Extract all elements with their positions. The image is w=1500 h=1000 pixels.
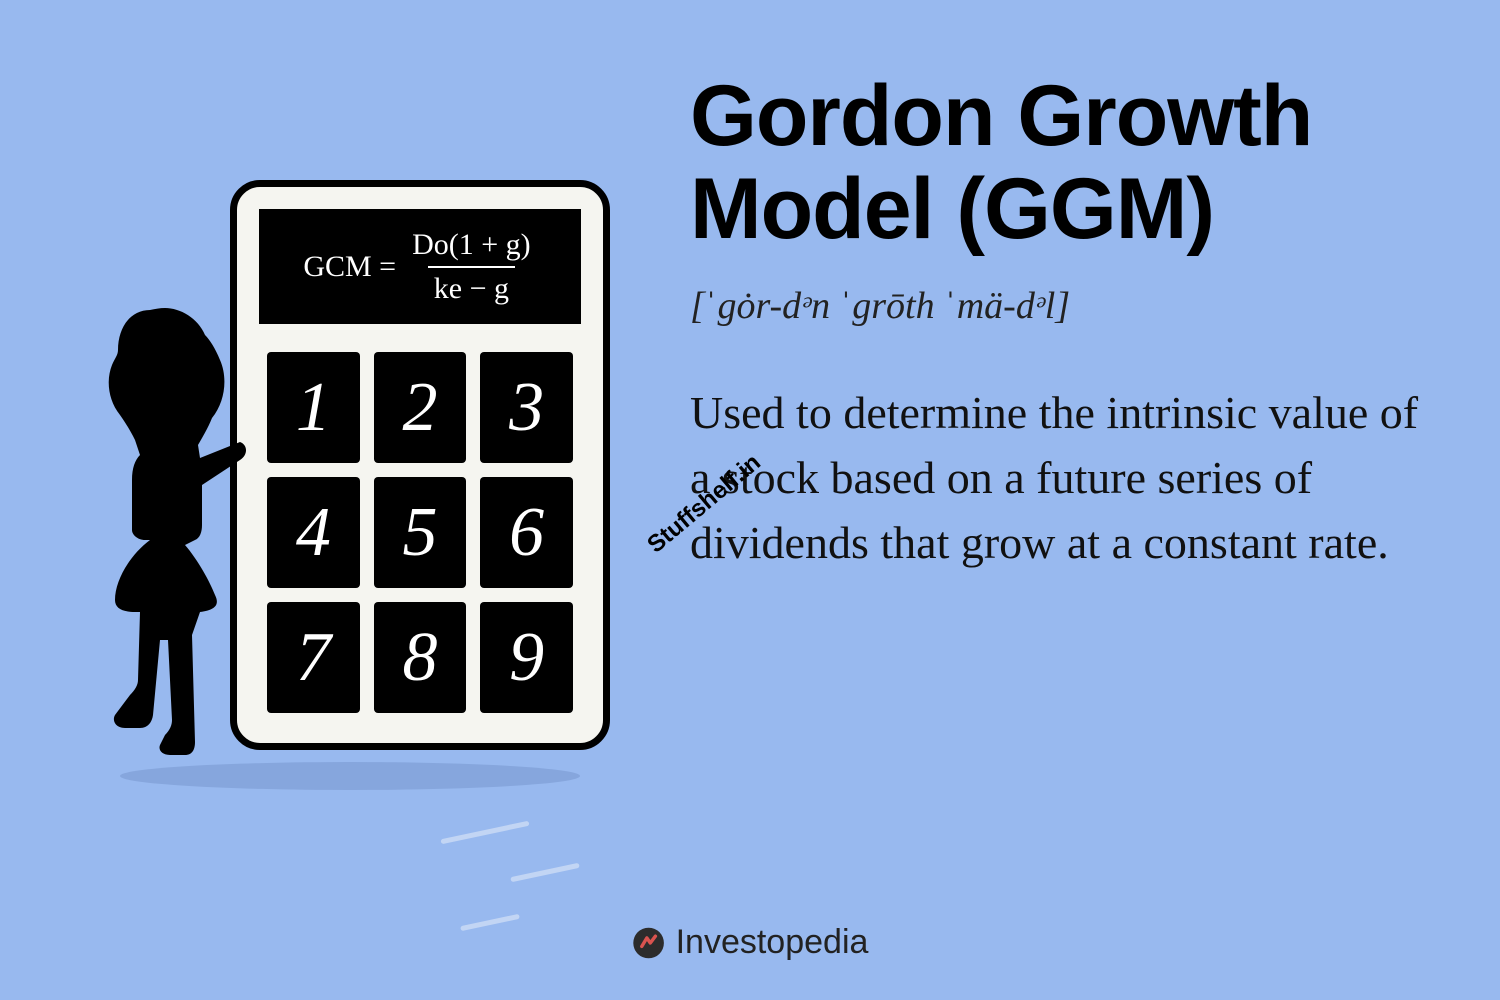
key-4: 4 [267,477,360,588]
key-9: 9 [480,602,573,713]
calculator-keypad: 1 2 3 4 5 6 7 8 9 [267,352,573,713]
formula-lhs: GCM = [303,250,396,284]
definition-text: Used to determine the intrinsic value of… [690,380,1430,576]
formula-denominator: ke − g [428,266,515,306]
brand-label: Investopedia [676,923,869,962]
calculator-screen: GCM = Do(1 + g) ke − g [259,209,581,324]
key-5: 5 [374,477,467,588]
key-1: 1 [267,352,360,463]
key-6: 6 [480,477,573,588]
key-8: 8 [374,602,467,713]
drop-shadow [120,762,580,790]
motion-streak [440,821,529,845]
formula-numerator: Do(1 + g) [406,228,537,266]
calculator-body: GCM = Do(1 + g) ke − g 1 2 3 4 5 6 7 8 9 [230,180,610,750]
motion-streak [460,914,520,931]
definition-block: Gordon Growth Model (GGM) [ˈgȯr-dᵊn ˈgrō… [690,70,1430,576]
motion-streak [510,863,580,882]
term-title: Gordon Growth Model (GGM) [690,70,1430,256]
key-7: 7 [267,602,360,713]
key-2: 2 [374,352,467,463]
pronunciation-text: [ˈgȯr-dᵊn ˈgrōth ˈmä-dᵊl] [690,284,1430,328]
calculator-illustration: GCM = Do(1 + g) ke − g 1 2 3 4 5 6 7 8 9 [90,180,630,800]
person-silhouette [80,300,280,760]
brand-footer: Investopedia [632,923,869,962]
key-3: 3 [480,352,573,463]
brand-icon [632,926,666,960]
formula-fraction: Do(1 + g) ke − g [406,228,537,306]
